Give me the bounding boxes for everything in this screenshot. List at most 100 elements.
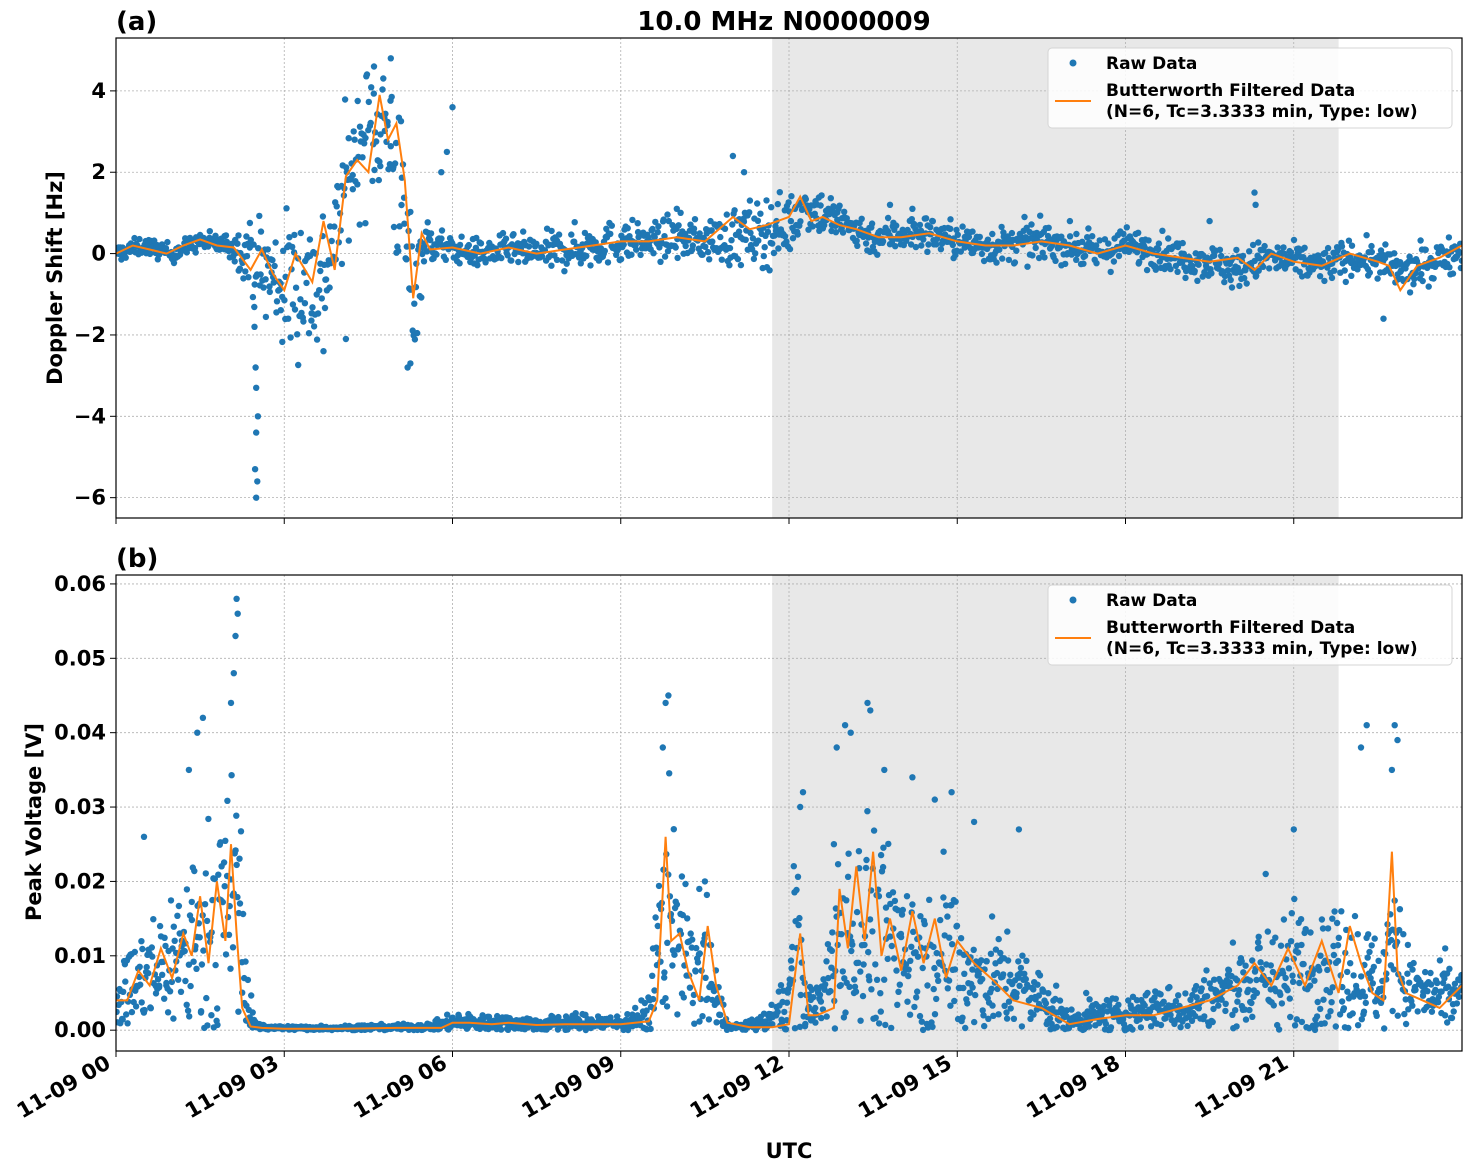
raw-point (306, 236, 314, 243)
raw-point (362, 220, 369, 227)
raw-point (1286, 995, 1294, 1002)
raw-point (918, 1018, 925, 1025)
raw-point (249, 293, 257, 301)
raw-point (148, 944, 155, 951)
raw-point (930, 985, 937, 993)
raw-point (1045, 990, 1052, 997)
raw-point (817, 998, 825, 1005)
raw-point (919, 1026, 927, 1034)
raw-point (891, 897, 899, 905)
raw-point (1030, 1011, 1037, 1018)
raw-point (149, 953, 156, 960)
raw-point (649, 972, 656, 979)
raw-point (978, 250, 986, 258)
raw-point (637, 251, 644, 259)
raw-point (821, 222, 828, 229)
raw-point (671, 951, 678, 958)
raw-point (1188, 1017, 1196, 1024)
raw-point (633, 246, 640, 253)
raw-point-outlier (140, 833, 148, 840)
raw-point (1338, 243, 1346, 250)
raw-point (1291, 895, 1298, 903)
raw-point (1210, 1005, 1217, 1013)
raw-point (309, 304, 316, 311)
raw-point (1311, 977, 1318, 984)
raw-point (791, 1025, 799, 1032)
raw-point (862, 864, 870, 872)
raw-point (1068, 1006, 1075, 1013)
raw-point (931, 964, 938, 972)
raw-point (508, 241, 516, 248)
raw-point (257, 228, 265, 235)
raw-point (1396, 926, 1403, 934)
raw-point (1358, 1016, 1366, 1023)
raw-point (1133, 249, 1141, 256)
raw-point (420, 258, 428, 265)
raw-point (208, 1012, 215, 1019)
raw-point (1282, 974, 1289, 982)
raw-point (1291, 1022, 1299, 1029)
raw-point (887, 933, 894, 940)
raw-point (1093, 242, 1100, 249)
raw-point (794, 231, 801, 238)
raw-point (1357, 993, 1364, 1000)
raw-point (116, 1008, 120, 1016)
raw-point (1422, 968, 1429, 976)
raw-point (657, 258, 664, 265)
raw-point-outlier (194, 729, 201, 736)
raw-point (729, 221, 736, 228)
raw-point (1155, 240, 1163, 247)
raw-point (1021, 970, 1028, 977)
raw-point (1144, 989, 1151, 997)
raw-point (1226, 979, 1234, 986)
raw-point (235, 1008, 242, 1015)
raw-point (1451, 980, 1459, 987)
raw-point (988, 985, 995, 992)
raw-point (407, 208, 414, 216)
raw-point (1036, 972, 1044, 979)
raw-point (1328, 274, 1336, 282)
raw-point (212, 961, 219, 969)
raw-point (877, 851, 885, 859)
raw-point (890, 955, 898, 962)
raw-point-outlier (320, 348, 327, 355)
raw-point (371, 166, 378, 174)
raw-point (291, 231, 298, 239)
raw-point (1066, 233, 1074, 240)
raw-point (1037, 212, 1044, 219)
raw-point (731, 207, 738, 214)
raw-point (677, 209, 684, 216)
raw-point (827, 987, 834, 995)
y-tick-label: −4 (74, 404, 106, 428)
raw-point (1235, 987, 1243, 994)
raw-point (1145, 237, 1152, 244)
raw-point (1229, 1011, 1236, 1018)
raw-point (1112, 995, 1120, 1002)
raw-point (1256, 255, 1263, 262)
raw-point (222, 837, 229, 844)
raw-point (377, 131, 384, 138)
raw-point (1390, 966, 1397, 973)
raw-point (249, 1009, 256, 1016)
raw-point (120, 988, 127, 995)
raw-point (356, 221, 363, 228)
raw-point (1428, 981, 1435, 988)
raw-point (1234, 977, 1241, 984)
raw-point (706, 256, 713, 263)
legend-box (1047, 47, 1453, 129)
raw-point (1004, 928, 1011, 935)
raw-point (661, 969, 668, 976)
raw-point (696, 1018, 703, 1025)
raw-point (702, 243, 709, 250)
raw-point (281, 297, 288, 304)
raw-point (935, 977, 942, 984)
raw-point (1193, 994, 1200, 1001)
raw-point (666, 770, 673, 777)
y-tick-label: 0.02 (54, 869, 106, 893)
raw-point (1160, 998, 1167, 1005)
raw-point (222, 951, 230, 958)
raw-point (465, 241, 472, 249)
x-tick-label: 11-09 18 (1022, 1051, 1124, 1124)
raw-point (1125, 997, 1132, 1004)
raw-point (662, 995, 669, 1002)
